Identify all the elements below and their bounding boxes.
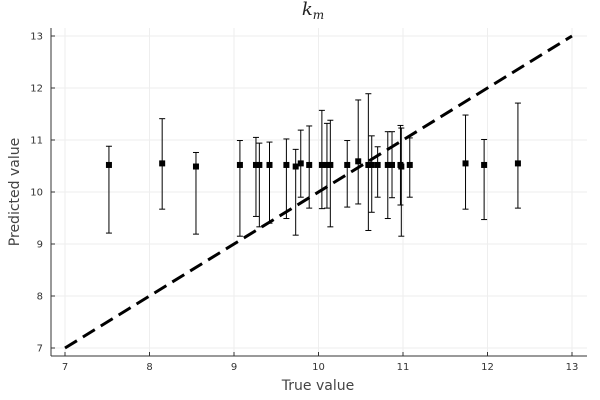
data-point xyxy=(327,161,334,168)
data-point xyxy=(105,161,112,168)
data-point xyxy=(236,161,243,168)
data-point xyxy=(384,161,391,168)
data-point xyxy=(355,158,362,165)
x-tick-label: 7 xyxy=(62,362,68,373)
y-axis-ticks: 7 8 9 10 11 12 13 xyxy=(30,32,55,355)
y-tick-label: 11 xyxy=(30,136,43,147)
error-bar xyxy=(514,102,521,209)
chart-title-main: k xyxy=(302,0,313,20)
error-bar xyxy=(318,109,325,210)
y-tick-label: 8 xyxy=(37,292,43,303)
data-points xyxy=(105,158,521,170)
error-bar xyxy=(344,140,351,208)
y-tick-label: 9 xyxy=(37,240,43,251)
x-tick-label: 10 xyxy=(312,362,325,373)
error-bar xyxy=(283,138,290,220)
data-point xyxy=(462,160,469,167)
y-tick-label: 10 xyxy=(30,188,43,199)
error-bar xyxy=(355,99,362,205)
y-tick-label: 7 xyxy=(37,344,43,355)
data-point xyxy=(252,161,259,168)
chart-title-subscript: m xyxy=(313,8,324,22)
data-point xyxy=(283,161,290,168)
reference-line xyxy=(64,34,573,350)
data-point xyxy=(192,163,199,170)
data-point xyxy=(398,163,405,170)
data-point xyxy=(318,161,325,168)
data-point xyxy=(292,163,299,170)
error-bar xyxy=(368,135,375,213)
x-axis-ticks: 7 8 9 10 11 12 13 xyxy=(62,352,579,373)
data-point xyxy=(481,161,488,168)
x-tick-label: 12 xyxy=(481,362,494,373)
data-point xyxy=(365,161,372,168)
error-bar xyxy=(266,141,273,224)
data-point xyxy=(389,161,396,168)
error-bar xyxy=(327,119,334,228)
data-point xyxy=(323,161,330,168)
error-bar xyxy=(236,140,243,237)
data-point xyxy=(344,161,351,168)
error-bar xyxy=(256,142,263,228)
data-point xyxy=(159,160,166,167)
y-tick-label: 12 xyxy=(30,84,43,95)
data-point xyxy=(306,161,313,168)
error-bar xyxy=(252,136,259,217)
data-point xyxy=(374,161,381,168)
reference-line-group xyxy=(64,34,573,350)
y-axis-label: Predicted value xyxy=(7,138,23,246)
chart-title: km xyxy=(302,0,324,22)
data-point xyxy=(406,161,413,168)
error-bar xyxy=(481,138,488,221)
data-point xyxy=(514,160,521,167)
error-bar xyxy=(105,145,112,234)
data-point xyxy=(256,161,263,168)
data-point xyxy=(368,161,375,168)
x-tick-label: 8 xyxy=(146,362,152,373)
y-tick-label: 13 xyxy=(30,32,43,43)
x-axis-label: True value xyxy=(281,378,354,394)
error-bar xyxy=(398,127,405,237)
x-tick-label: 13 xyxy=(566,362,579,373)
x-tick-label: 9 xyxy=(231,362,237,373)
x-tick-label: 11 xyxy=(397,362,410,373)
error-bar xyxy=(374,146,381,198)
data-point xyxy=(266,161,273,168)
data-point xyxy=(297,160,304,167)
